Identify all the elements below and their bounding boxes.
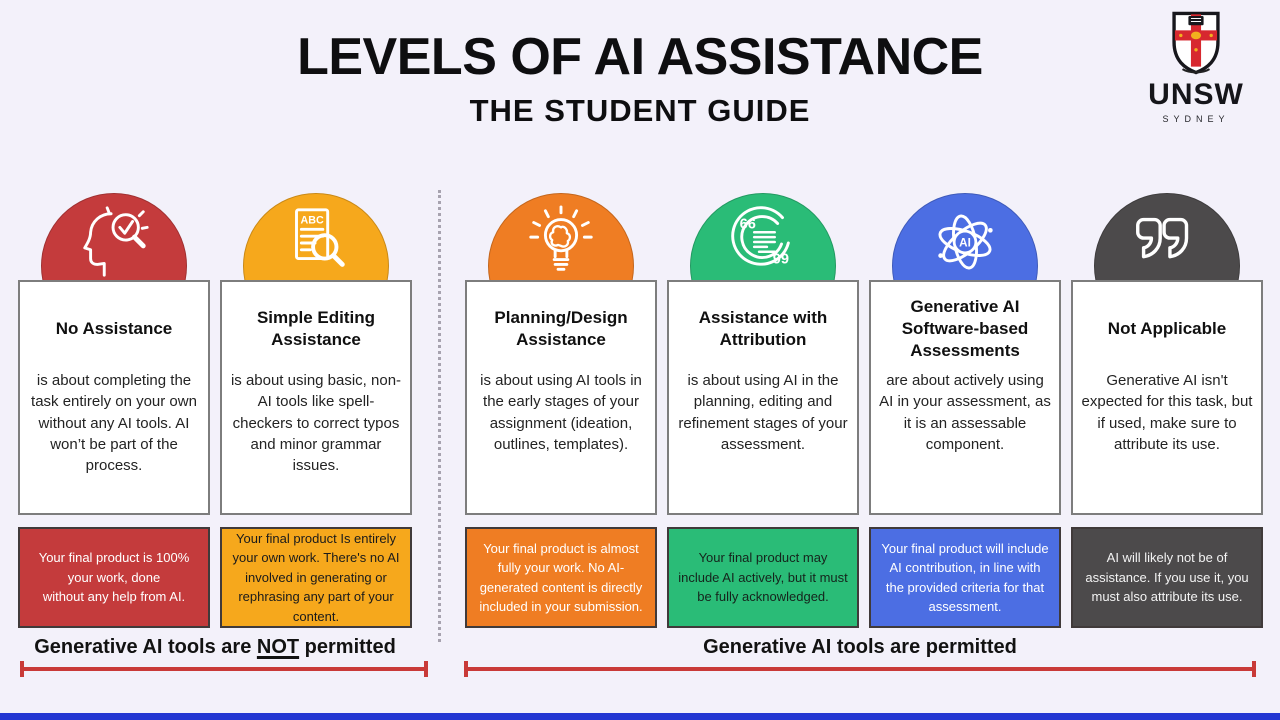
caption-permitted: Generative AI tools are permitted bbox=[703, 636, 1017, 658]
no-assistance-footer: Your final product is 100% your work, do… bbox=[18, 527, 210, 628]
ai-atom-icon: AI bbox=[938, 214, 993, 270]
unsw-logo: UNSW SYDNEY bbox=[1136, 10, 1256, 124]
card-body: is about using AI tools in the early sta… bbox=[480, 372, 642, 453]
column-genai-assessments: AI Generative AI Software-based Assessme… bbox=[869, 193, 1061, 628]
svg-text:AI: AI bbox=[959, 236, 971, 249]
card-title: Assistance with Attribution bbox=[698, 307, 828, 349]
lightbulb-brain-icon bbox=[529, 205, 593, 271]
levels-row: No Assistance is about completing the ta… bbox=[18, 193, 1263, 628]
quote-text-circle-icon: 66 99 bbox=[731, 206, 790, 267]
card-title: Planning/Design Assistance bbox=[494, 307, 628, 349]
genai-card: Generative AI Software-based Assessments… bbox=[869, 280, 1061, 515]
unsw-sydney-label: SYDNEY bbox=[1162, 114, 1230, 124]
page-subtitle: THE STUDENT GUIDE bbox=[469, 92, 811, 128]
bracket-permitted bbox=[464, 661, 1256, 677]
genai-footer: Your final product will include AI contr… bbox=[869, 527, 1061, 628]
column-assistance-attribution: 66 99 Assistance with Attribution is abo… bbox=[667, 193, 859, 628]
caption-not: NOT bbox=[256, 636, 300, 658]
bracket-not-permitted bbox=[20, 661, 428, 677]
card-body: is about completing the task entirely on… bbox=[31, 372, 197, 475]
svg-text:66: 66 bbox=[740, 216, 756, 232]
planning-design-card: Planning/Design Assistance is about usin… bbox=[465, 280, 657, 515]
caption-not-permitted: Generative AI tools are NOT permitted bbox=[18, 636, 412, 659]
column-planning-design: Planning/Design Assistance is about usin… bbox=[465, 193, 657, 628]
unsw-wordmark: UNSW bbox=[1148, 78, 1244, 111]
column-simple-editing: ABC Simple Editing Assistance is about u… bbox=[220, 193, 412, 628]
simple-editing-card: Simple Editing Assistance is about using… bbox=[220, 280, 412, 515]
bottom-accent-bar bbox=[0, 713, 1280, 720]
card-body: are about actively using AI in your asse… bbox=[879, 372, 1051, 453]
caption-suffix: permitted bbox=[299, 636, 396, 658]
card-title: Simple Editing Assistance bbox=[256, 307, 376, 349]
card-title: Generative AI Software-based Assessments bbox=[901, 296, 1029, 361]
column-no-assistance: No Assistance is about completing the ta… bbox=[18, 193, 210, 628]
no-assistance-card: No Assistance is about completing the ta… bbox=[18, 280, 210, 515]
card-body: Generative AI isn't expected for this ta… bbox=[1081, 372, 1253, 453]
card-body: is about using basic, non-AI tools like … bbox=[230, 372, 402, 475]
svg-text:99: 99 bbox=[773, 251, 789, 267]
column-not-applicable: Not Applicable Generative AI isn't expec… bbox=[1071, 193, 1263, 628]
abc-document-magnifier-icon: ABC bbox=[295, 208, 345, 267]
card-title: No Assistance bbox=[55, 318, 173, 338]
unsw-shield-icon bbox=[1172, 11, 1220, 75]
attribution-footer: Your final product may include AI active… bbox=[667, 527, 859, 628]
page-title: LEVELS OF AI ASSISTANCE bbox=[297, 28, 983, 86]
card-body: is about using AI in the planning, editi… bbox=[678, 372, 848, 453]
simple-editing-footer: Your final product Is entirely your own … bbox=[220, 527, 412, 628]
header: LEVELS OF AI ASSISTANCE THE STUDENT GUID… bbox=[0, 30, 1280, 129]
dotted-divider bbox=[438, 190, 441, 642]
caption-prefix: Generative AI tools are bbox=[34, 636, 257, 658]
double-quotes-icon bbox=[1136, 217, 1189, 259]
head-check-magnifier-icon bbox=[83, 206, 149, 277]
not-applicable-footer: AI will likely not be of assistance. If … bbox=[1071, 527, 1263, 628]
not-applicable-card: Not Applicable Generative AI isn't expec… bbox=[1071, 280, 1263, 515]
attribution-card: Assistance with Attribution is about usi… bbox=[667, 280, 859, 515]
svg-text:ABC: ABC bbox=[300, 214, 323, 226]
planning-design-footer: Your final product is almost fully your … bbox=[465, 527, 657, 628]
card-title: Not Applicable bbox=[1107, 318, 1227, 338]
